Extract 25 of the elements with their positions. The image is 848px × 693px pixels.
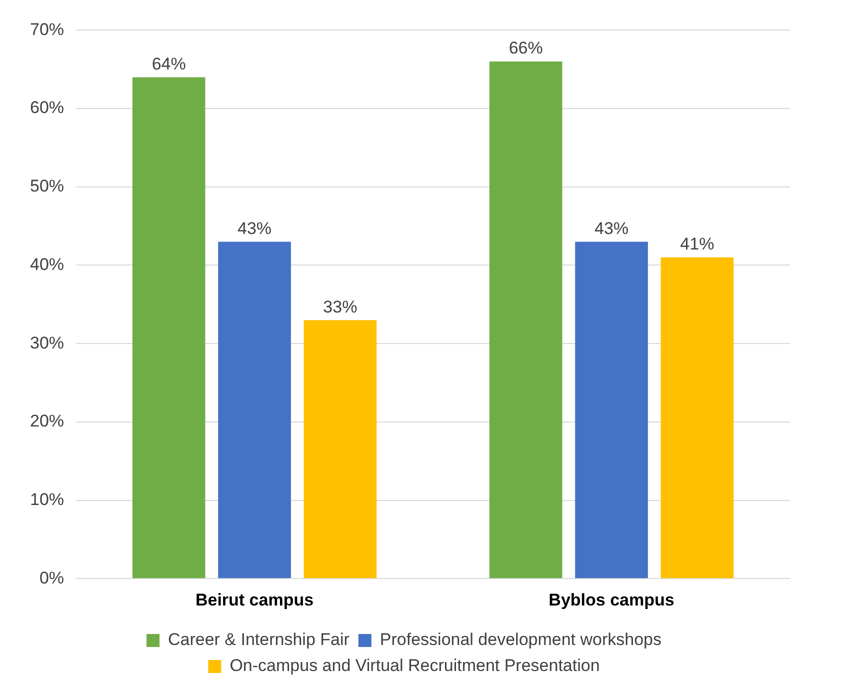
bar <box>304 320 377 578</box>
y-tick-label: 30% <box>30 333 64 352</box>
y-tick-label: 20% <box>30 412 64 431</box>
x-tick-label: Beirut campus <box>195 590 314 610</box>
bar <box>132 77 206 578</box>
y-tick-label: 60% <box>30 98 64 118</box>
bar <box>218 242 291 578</box>
bar <box>575 242 648 578</box>
legend-label: Professional development workshops <box>380 630 662 650</box>
data-label: 64% <box>152 54 186 74</box>
legend-label: Career & Internship Fair <box>168 630 350 650</box>
y-tick-label: 50% <box>30 176 64 196</box>
bar <box>489 62 562 578</box>
y-tick-label: 0% <box>39 568 64 588</box>
data-label: 33% <box>323 297 358 316</box>
y-tick-label: 70% <box>30 20 64 39</box>
data-label: 41% <box>680 234 714 254</box>
bar <box>660 257 734 578</box>
data-label: 43% <box>238 218 272 238</box>
legend-label: On-campus and Virtual Recruitment Presentation <box>230 656 600 676</box>
x-tick-label: Byblos campus <box>548 590 674 610</box>
y-tick-label: 40% <box>30 254 64 274</box>
data-label: 66% <box>508 38 543 58</box>
data-label: 43% <box>594 218 629 238</box>
y-tick-label: 10% <box>30 490 64 509</box>
